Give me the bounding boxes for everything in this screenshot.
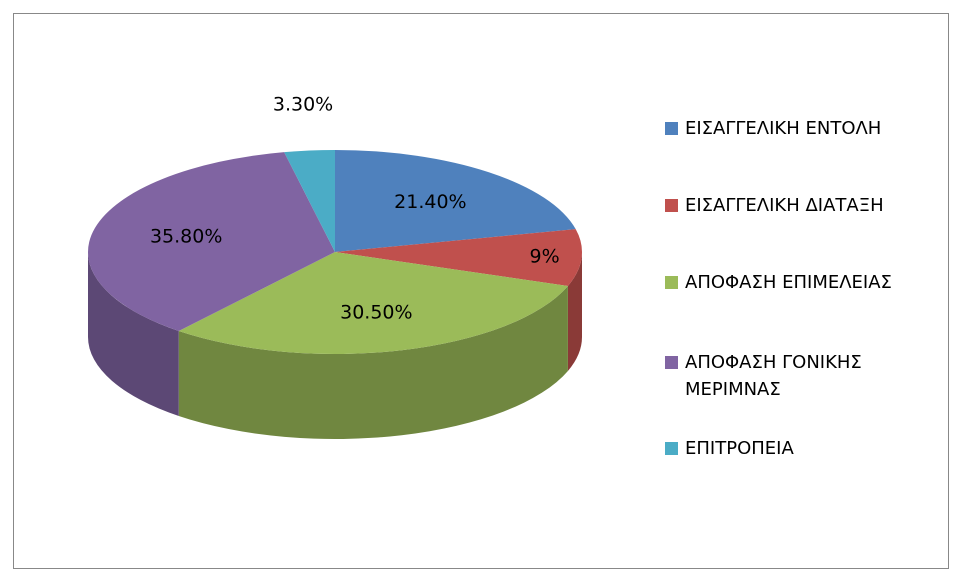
legend-entry: ΕΙΣΑΓΓΕΛΙΚΗ ΕΝΤΟΛΗ [665,115,945,142]
legend-swatch [665,276,678,289]
legend-entry: ΑΠΟΦΑΣΗ ΓΟΝΙΚΗΣ ΜΕΡΙΜΝΑΣ [665,349,945,403]
legend-entry: ΕΠΙΤΡΟΠΕΙΑ [665,435,945,462]
slice-side [567,252,582,371]
legend-swatch [665,199,678,212]
slice [88,152,336,331]
legend-label: ΕΠΙΤΡΟΠΕΙΑ [685,438,794,459]
slice [335,150,576,252]
slice-side [88,252,179,416]
slice [178,252,568,354]
legend-label: ΕΙΣΑΓΓΕΛΙΚΗ ΔΙΑΤΑΞΗ [685,195,884,216]
legend-entry: ΑΠΟΦΑΣΗ ΕΠΙΜΕΛΕΙΑΣ [665,269,945,296]
data-label: 9% [530,245,560,267]
data-label: 35.80% [150,226,222,248]
data-label: 3.30% [273,94,333,116]
legend-label: ΑΠΟΦΑΣΗ ΓΟΝΙΚΗΣ ΜΕΡΙΜΝΑΣ [685,352,862,400]
data-label: 30.50% [340,301,412,323]
legend-label: ΕΙΣΑΓΓΕΛΙΚΗ ΕΝΤΟΛΗ [685,118,882,139]
legend-entry: ΕΙΣΑΓΓΕΛΙΚΗ ΔΙΑΤΑΞΗ [665,192,945,219]
slice [335,229,582,286]
legend-swatch [665,442,678,455]
data-label: 21.40% [394,191,466,213]
slice-side [178,285,568,439]
chart-frame [13,13,949,569]
legend-label: ΑΠΟΦΑΣΗ ΕΠΙΜΕΛΕΙΑΣ [685,272,892,293]
legend-swatch [665,122,678,135]
legend-swatch [665,356,678,369]
slice [284,150,335,252]
